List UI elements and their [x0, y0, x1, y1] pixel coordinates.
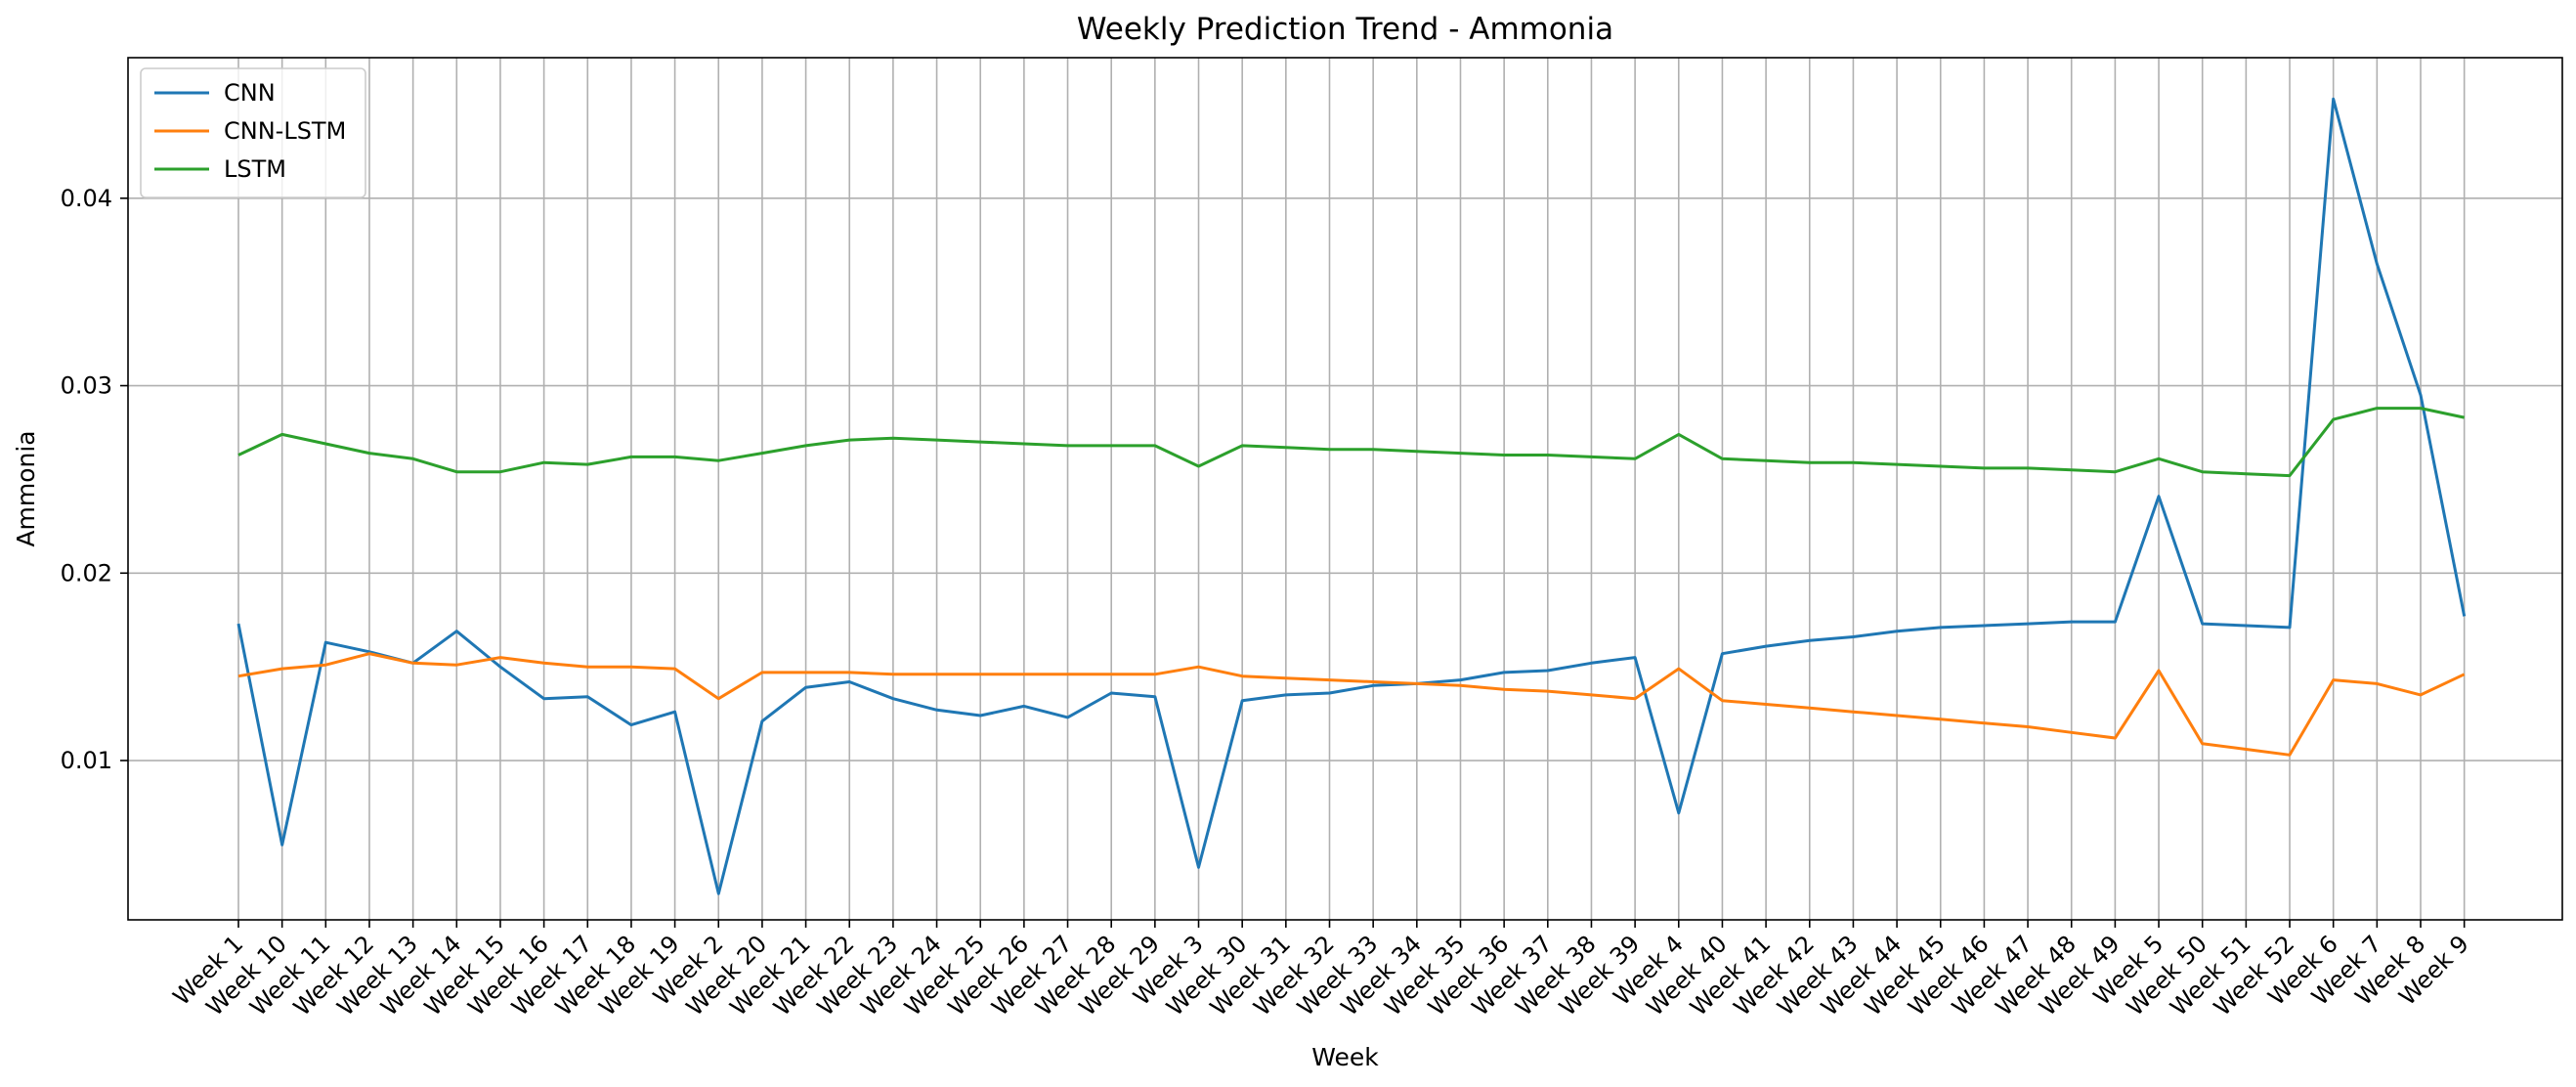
y-tick-label: 0.02	[61, 559, 112, 587]
y-tick-label: 0.04	[61, 185, 112, 212]
y-axis-ticks: 0.01 0.02 0.03 0.04	[61, 185, 128, 774]
series-line-cnn-lstm	[237, 652, 2466, 757]
chart-title: Weekly Prediction Trend - Ammonia	[1077, 12, 1613, 47]
series-layer	[236, 97, 2467, 895]
grid-layer	[128, 58, 2562, 920]
y-tick-label: 0.01	[61, 747, 112, 774]
legend: CNN CNN-LSTM LSTM	[140, 67, 366, 198]
y-tick-label: 0.03	[61, 372, 112, 400]
series-line-cnn	[236, 97, 2467, 895]
legend-label: CNN	[224, 79, 276, 107]
y-axis-label: Ammonia	[12, 430, 40, 546]
x-axis-label: Week	[1311, 1043, 1379, 1071]
legend-box	[140, 67, 366, 198]
legend-label: LSTM	[224, 155, 286, 183]
plot-frame	[127, 57, 2563, 921]
legend-label: CNN-LSTM	[224, 117, 346, 145]
series-line-lstm	[237, 407, 2466, 478]
